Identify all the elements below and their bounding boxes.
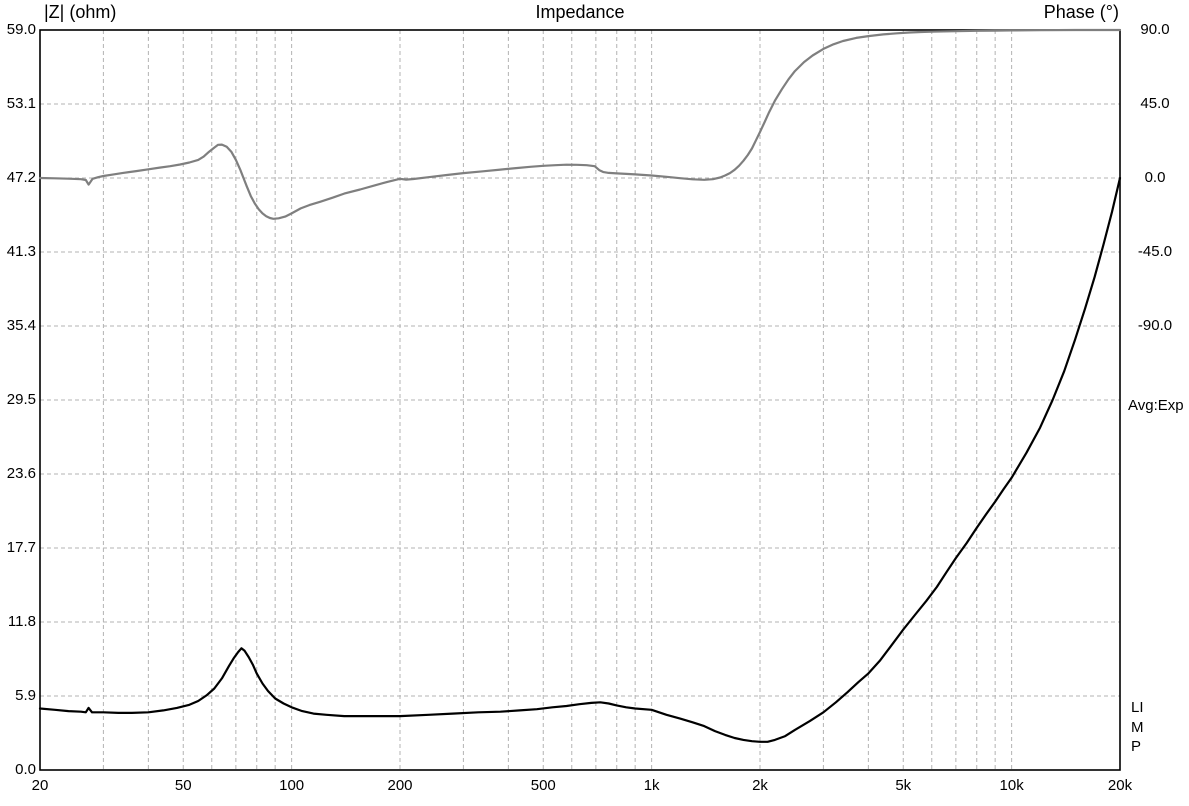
freq-tick-label: 5k: [895, 777, 912, 794]
z-tick-label: 23.6: [6, 465, 36, 482]
freq-tick-label: 500: [530, 777, 556, 794]
phase-curve: [38, 28, 1122, 220]
phase-tick-label: 0.0: [1144, 169, 1166, 186]
z-tick-label: 53.1: [6, 95, 36, 112]
z-tick-label: 5.9: [15, 687, 36, 704]
z-tick-label: 17.7: [6, 539, 36, 556]
freq-tick-label: 200: [387, 777, 413, 794]
z-tick-label: 0.0: [15, 761, 36, 778]
averaging-mode-label: Avg:Exp: [1128, 397, 1184, 414]
phase-tick-label: -90.0: [1137, 317, 1173, 334]
z-axis-title: |Z| (ohm): [44, 2, 117, 22]
z-tick-label: 35.4: [6, 317, 36, 334]
z-tick-label: 59.0: [6, 21, 36, 38]
freq-tick-label: 20: [31, 777, 49, 794]
freq-tick-label: 100: [279, 777, 305, 794]
z-tick-label: 41.3: [6, 243, 36, 260]
phase-tick-label: 45.0: [1140, 95, 1170, 112]
plot-frame: [39, 29, 1121, 771]
limp-watermark: LIMP: [1131, 699, 1144, 755]
z-tick-label: 47.2: [6, 169, 36, 186]
impedance-magnitude-curve: [38, 176, 1122, 743]
freq-tick-label: 50: [174, 777, 192, 794]
freq-tick-label: 2k: [752, 777, 768, 794]
freq-tick-label: 1k: [643, 777, 660, 794]
z-tick-label: 11.8: [7, 613, 36, 630]
phase-axis-title: Phase (°): [1043, 2, 1119, 22]
freq-tick-label: 20k: [1107, 777, 1133, 794]
phase-tick-label: 90.0: [1140, 21, 1170, 38]
freq-tick-label: 10k: [999, 777, 1024, 794]
phase-tick-label: -45.0: [1137, 243, 1173, 260]
z-tick-label: 29.5: [6, 391, 36, 408]
chart-title: Impedance: [535, 2, 625, 22]
